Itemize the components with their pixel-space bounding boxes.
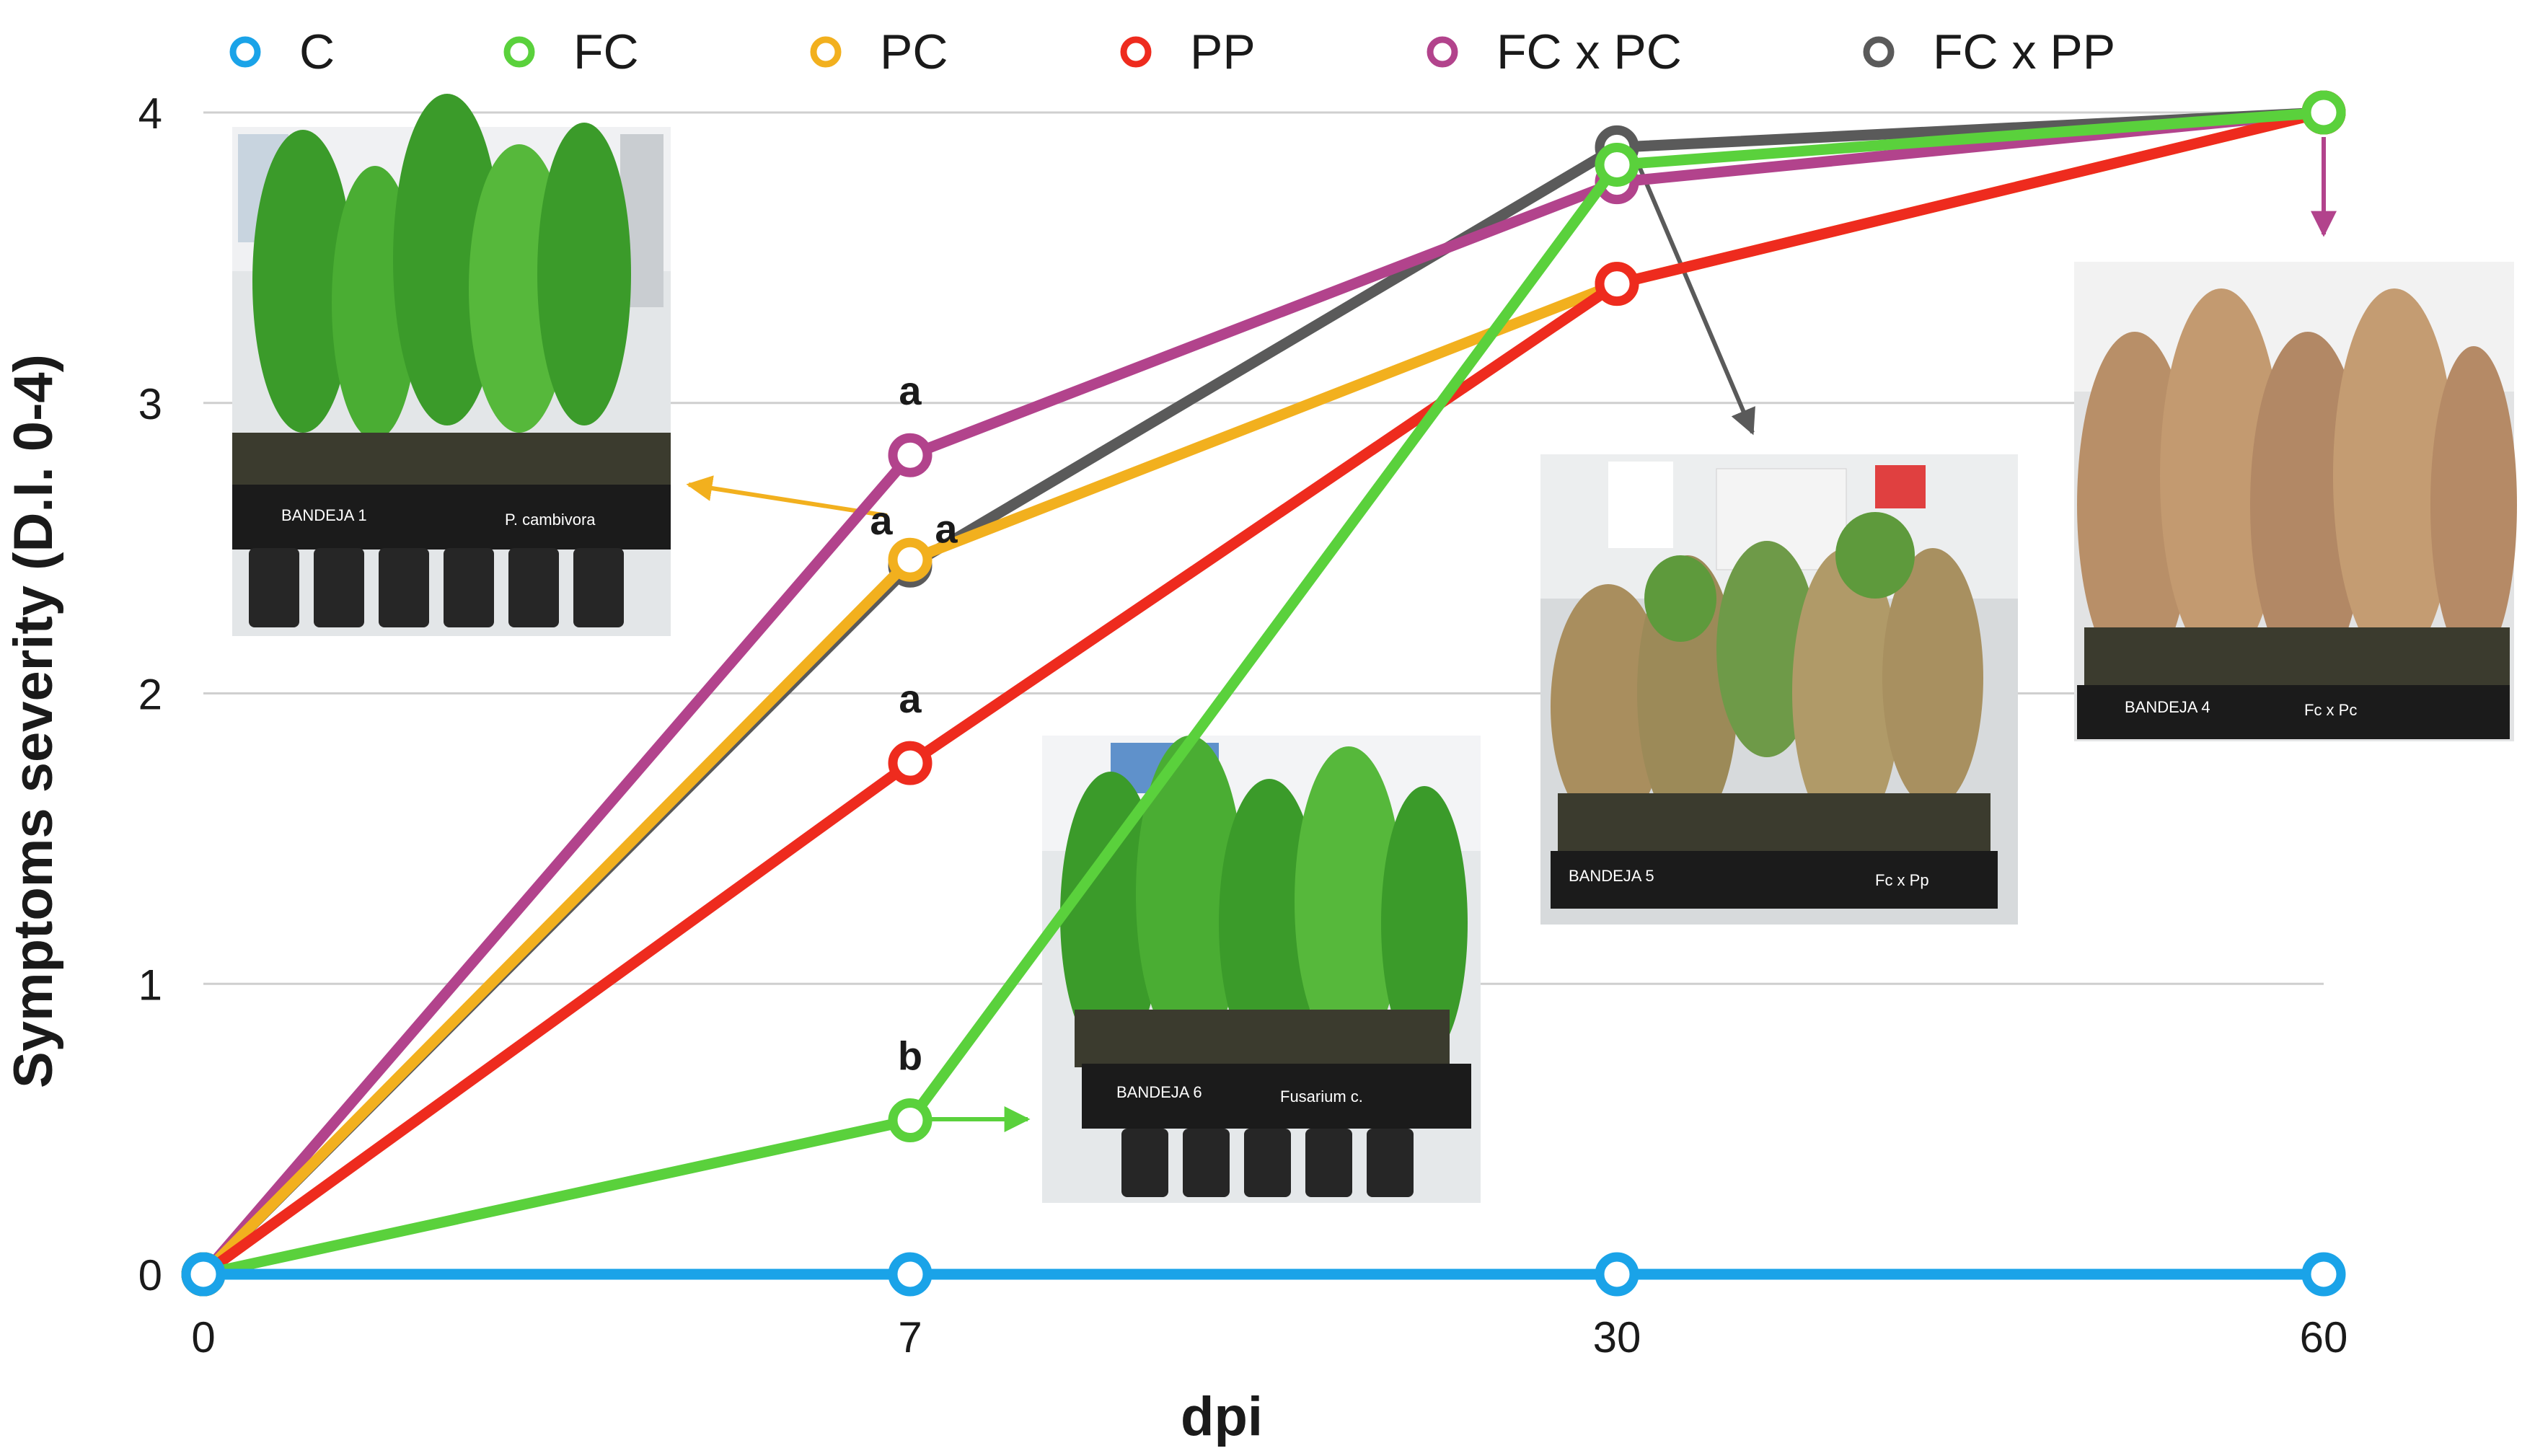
legend-label: FC x PP [1933,25,2115,79]
x-tick-label: 0 [191,1313,215,1362]
photo-2-label-left: BANDEJA 6 [1116,1083,1202,1101]
data-point [181,1252,226,1297]
data-point [888,1098,933,1143]
legend-item-c: C [229,25,335,79]
photo-tray-6-healthy: BANDEJA 6 Fusarium c. [1042,736,1481,1203]
y-tick-label: 3 [138,380,162,428]
series-line [198,107,2329,1280]
legend-item-fc: FC [503,25,639,79]
y-axis-title: Symptoms severity (D.I. 0-4) [3,354,64,1088]
data-point [888,1252,933,1297]
y-tick-label: 2 [138,671,162,719]
photo-3-label-left: BANDEJA 5 [1569,867,1654,885]
significance-label: b [898,1033,922,1079]
legend-label: PP [1190,25,1256,79]
y-tick-label: 0 [138,1251,162,1300]
significance-label: a [899,676,922,721]
data-point [888,741,933,785]
data-point [1595,142,1639,187]
legend-marker [1120,36,1152,68]
legend-label: FC x PC [1496,25,1682,79]
x-tick-label: 60 [2300,1313,2348,1362]
legend-marker [1427,36,1458,68]
legend: C FC PC PP FC x PC FC x PP [229,25,2115,79]
x-axis-title: dpi [1181,1386,1263,1447]
significance-labels: aa aab [870,368,958,1078]
data-point [2301,1252,2346,1297]
x-tick-label: 30 [1593,1313,1641,1362]
photo-4-label-right: Fc x Pc [2304,701,2357,719]
photo-4-label-left: BANDEJA 4 [2125,698,2210,716]
photo-2-label-right: Fusarium c. [1280,1087,1363,1106]
photo-1-label-right: P. cambivora [505,511,596,529]
data-point [888,537,933,582]
photo-tray-5-wilting: BANDEJA 5 Fc x Pp [1540,454,2018,925]
significance-label: a [899,368,922,413]
legend-label: FC [573,25,639,79]
photo-3-label-right: Fc x Pp [1875,871,1929,889]
photo-tray-1-healthy: BANDEJA 1 P. cambivora [232,94,671,636]
significance-label: a [935,506,958,551]
arrow-fcxpp-to-photo-3 [1629,146,1755,436]
legend-marker [503,36,535,68]
significance-label: a [870,498,893,543]
x-tick-label: 7 [898,1313,922,1362]
y-tick-label: 4 [138,89,162,138]
series-line [198,107,2329,1280]
data-point [1595,262,1639,306]
legend-label: PC [880,25,948,79]
legend-marker [229,36,261,68]
series-lines [181,90,2346,1297]
legend-item-fc-x-pc: FC x PC [1427,25,1682,79]
legend-item-pp: PP [1120,25,1256,79]
photo-tray-4-dead: BANDEJA 4 Fc x Pc [2074,262,2517,741]
series-c [181,1252,2346,1297]
x-axis-ticks: 0 7 30 60 [191,1313,2347,1362]
data-point [2301,90,2346,135]
legend-marker [1863,36,1895,68]
data-point [1595,1252,1639,1297]
series-line [198,107,2329,1280]
data-point [888,433,933,477]
photo-1-label-left: BANDEJA 1 [281,506,367,524]
legend-label: C [299,25,335,79]
legend-item-pc: PC [810,25,948,79]
legend-marker [810,36,842,68]
y-axis-ticks: 0 1 2 3 4 [138,89,162,1300]
legend-item-fc-x-pp: FC x PP [1863,25,2115,79]
y-tick-label: 1 [138,961,162,1009]
arrow-pc-to-photo-1 [686,475,888,518]
